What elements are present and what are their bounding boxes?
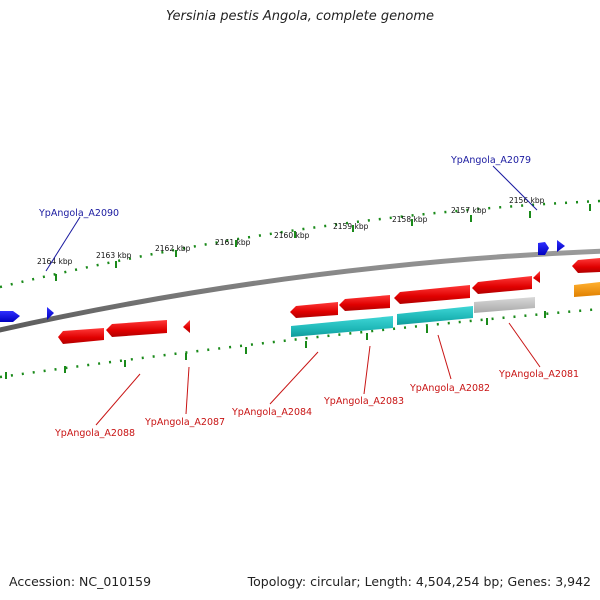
reverse-genes [58, 258, 600, 344]
gene-a2086 [183, 320, 190, 333]
gene-a2088 [58, 328, 104, 344]
genome-backbone [0, 248, 600, 333]
gene-label-reverse: YpAngola_A2083 [323, 396, 404, 407]
gene-a2085 [290, 302, 338, 318]
kbp-label: 2164 kbp [37, 257, 73, 266]
gene-label-forward: YpAngola_A2079 [450, 155, 531, 166]
accession-text: Accession: NC_010159 [9, 574, 152, 589]
kbp-label: 2162 kbp [155, 244, 191, 253]
gene-right-edge [572, 258, 600, 273]
outer-major-ticks [55, 204, 591, 281]
kbp-label: 2159 kbp [333, 222, 369, 231]
other-feature-right [574, 282, 600, 297]
forward-gene-a2079 [557, 240, 565, 252]
kbp-label: 2163 kbp [96, 251, 132, 260]
gene-label-reverse: YpAngola_A2087 [144, 417, 225, 428]
gene-a2087-body [106, 320, 167, 337]
gene-a2083-red [394, 285, 470, 304]
forward-gene-a2089 [47, 307, 54, 320]
kbp-label: 2158 kbp [392, 215, 428, 224]
gene-label-reverse: YpAngola_A2088 [54, 428, 135, 439]
rna-a2083 [397, 306, 473, 325]
kbp-label: 2160 kbp [274, 231, 310, 240]
gene-label-reverse: YpAngola_A2081 [498, 369, 579, 380]
gene-labels: YpAngola_A2090 YpAngola_A2079 YpAngola_A… [38, 155, 579, 439]
pseudo-a2082 [474, 297, 535, 313]
rna-a2084 [291, 316, 393, 337]
gene-label-forward: YpAngola_A2090 [38, 208, 119, 219]
gene-label-reverse: YpAngola_A2082 [409, 383, 490, 394]
inner-major-ticks [5, 311, 546, 379]
gene-a2081-small [533, 271, 540, 283]
kbp-label: 2156 kbp [509, 196, 545, 205]
callout-lines [45, 165, 541, 426]
kbp-label: 2157 kbp [451, 206, 487, 215]
gene-label-reverse: YpAngola_A2084 [231, 407, 312, 418]
kbp-labels: 2164 kbp 2163 kbp 2162 kbp 2161 kbp 2160… [37, 196, 545, 266]
map-title: Yersinia pestis Angola, complete genome [166, 9, 434, 24]
forward-gene-a2080 [538, 242, 549, 255]
forward-gene-left-edge [0, 311, 20, 322]
kbp-label: 2161 kbp [215, 238, 251, 247]
inner-tick-ring [0, 307, 600, 379]
topology-text: Topology: circular; Length: 4,504,254 bp… [247, 574, 591, 589]
rna-features [291, 282, 600, 337]
gene-a2082-red [472, 276, 532, 294]
gene-a2084-red [339, 295, 390, 311]
